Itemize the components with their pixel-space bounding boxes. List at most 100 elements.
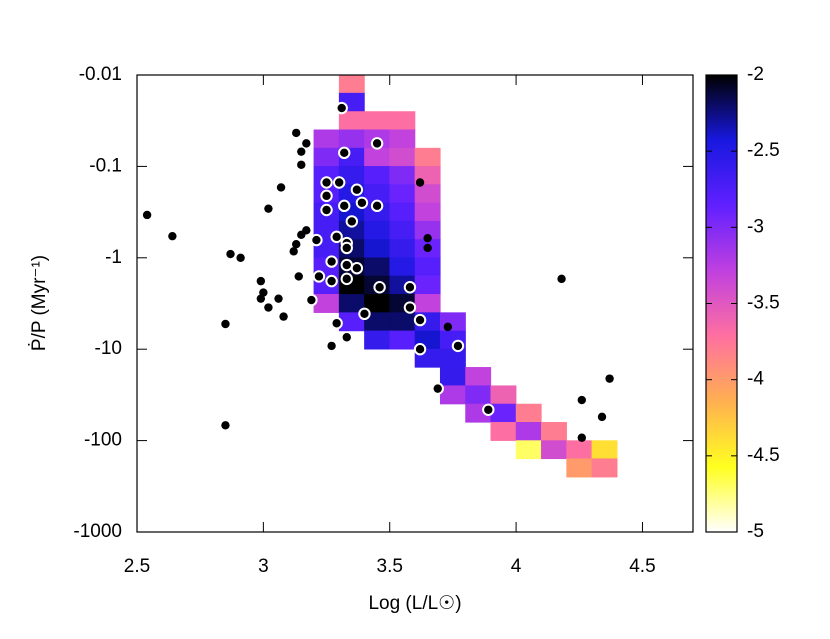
heatmap-cell [338,111,365,131]
heatmap [313,74,618,478]
scatter-point [297,160,306,169]
scatter-point [342,333,351,342]
scatter-point [221,319,230,329]
scatter-point [330,230,343,244]
scatter-point [310,233,323,247]
scatter-point [345,215,359,228]
scatter-point [332,176,346,189]
heatmap-cell [515,440,542,460]
scatter-point [350,183,364,196]
scatter-point [236,253,245,262]
scatter-point [431,382,444,395]
scatter-point [335,101,348,115]
scatter-point [294,272,303,281]
scatter-point [577,433,586,442]
heatmap-cell [364,166,391,185]
heatmap-cell [389,111,416,131]
heatmap-cell [566,440,593,460]
x-tick-label: 3.5 [377,556,403,577]
scatter-point [340,272,353,286]
colorbar-tick-label: -2.5 [747,140,780,161]
scatter-point [557,274,566,284]
heatmap-cell [439,367,466,387]
scatter-point [320,176,333,189]
heatmap-cell [338,129,365,149]
heatmap-cell [389,239,416,259]
scatter-point [142,210,152,220]
x-axis-label: Log (L/L☉) [368,593,461,614]
scatter-point [302,139,311,148]
x-tick-label: 4.5 [629,556,655,577]
colorbar-tick-label: -4 [747,369,764,390]
y-tick-label: -1000 [73,521,122,542]
heatmap-cell [389,202,416,222]
colorbar-tick-label: -4.5 [747,445,780,466]
scatter-point [168,231,177,241]
heatmap-cell [389,312,416,332]
scatter-point [279,312,288,321]
heatmap-cell [490,385,517,405]
scatter-point [289,247,298,256]
heatmap-cell [313,129,340,149]
scatter-point [482,403,495,416]
scatter-point [256,276,266,286]
scatter-point [605,374,614,383]
scatter-point [451,339,465,353]
scatter-point [264,303,273,312]
x-tick-label: 3 [258,556,269,577]
heatmap-cell [364,111,391,131]
scatter-point [325,255,338,268]
y-axis-label: Ṗ/P (Myr⁻¹) [29,255,50,351]
scatter-point [338,146,351,160]
heatmap-cell [389,129,416,149]
scatter-point [358,307,371,321]
y-tick-label: -10 [95,338,122,359]
scatter-point [415,178,425,187]
scatter-point [443,322,453,332]
scatter-point [370,199,384,213]
colorbar-tick-label: -2 [747,64,764,85]
scatter-point [370,137,384,150]
plot-frame [136,74,694,533]
colorbar-tick-label: -3 [747,216,764,237]
scatter-point [276,183,286,192]
heatmap-cell [414,202,441,222]
scatter-point [330,317,343,330]
scatter-point [403,301,417,314]
scatter-point [597,412,607,422]
heatmap-cell [389,166,416,185]
scatter-point [403,281,417,294]
scatter-point [302,226,311,235]
heatmap-cell [515,403,542,423]
scatter-point [423,243,432,253]
heatmap-cell [313,294,340,313]
scatter-point [413,313,427,327]
scatter-points [142,101,614,442]
heatmap-cell [490,422,517,441]
heatmap-cell [515,422,542,441]
heatmap-cell [364,330,391,350]
scatter-point [292,128,301,138]
heatmap-cell [389,147,416,167]
scatter-point [274,294,283,303]
heatmap-cell [389,184,416,204]
x-tick-label: 4 [511,556,522,577]
heatmap-cell [414,294,441,313]
y-tick-label: -100 [84,430,122,451]
scatter-point [320,203,333,217]
scatter-point [256,294,266,303]
scatter-point [221,421,230,430]
heatmap-cell [364,220,391,240]
heatmap-cell [389,330,416,350]
x-tick-label: 2.5 [124,556,150,577]
heatmap-cell [414,147,441,167]
scatter-point [327,341,336,351]
heatmap-cell [414,184,441,204]
heatmap-cell [389,257,416,277]
heatmap-cell [364,147,391,167]
heatmap-cell [465,385,492,405]
heatmap-cell [490,403,517,423]
scatter-point [340,241,353,255]
heatmap-cell [414,257,441,277]
